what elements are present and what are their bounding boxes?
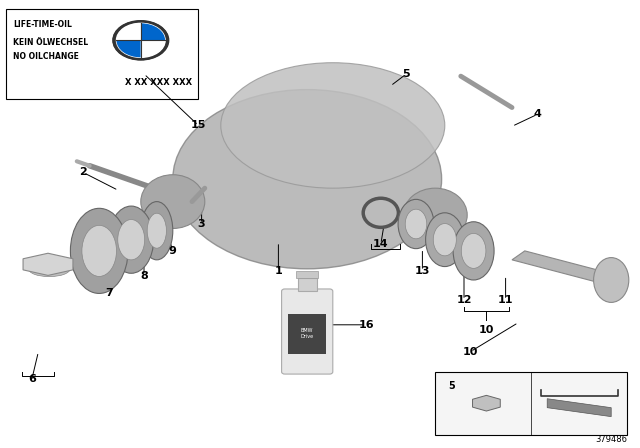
Polygon shape [472, 396, 500, 411]
Text: 7: 7 [105, 289, 113, 298]
Ellipse shape [426, 213, 464, 267]
Ellipse shape [70, 208, 128, 293]
Ellipse shape [461, 233, 486, 268]
Text: BMW
Drive: BMW Drive [301, 328, 314, 339]
Ellipse shape [433, 224, 456, 256]
Wedge shape [116, 23, 141, 40]
Text: 11: 11 [498, 295, 513, 305]
Ellipse shape [118, 220, 145, 260]
Text: 6: 6 [28, 374, 36, 383]
Polygon shape [23, 253, 73, 276]
Text: 13: 13 [415, 266, 430, 276]
Ellipse shape [453, 222, 494, 280]
Text: 12: 12 [456, 295, 472, 305]
Text: 8: 8 [140, 271, 148, 280]
Bar [296, 271, 318, 278]
Text: 15: 15 [191, 121, 206, 130]
Ellipse shape [82, 225, 116, 276]
Ellipse shape [173, 90, 442, 269]
Text: LIFE-TIME-OIL: LIFE-TIME-OIL [13, 20, 72, 29]
Ellipse shape [141, 202, 173, 260]
Ellipse shape [405, 209, 427, 239]
Text: 379486: 379486 [595, 435, 627, 444]
Bar [435, 372, 627, 435]
Ellipse shape [398, 199, 434, 249]
Text: 4: 4 [534, 109, 541, 119]
Ellipse shape [109, 206, 154, 273]
Text: 10: 10 [479, 325, 494, 335]
FancyBboxPatch shape [6, 9, 198, 99]
Polygon shape [547, 399, 611, 417]
Text: 14: 14 [373, 239, 388, 249]
Text: KEIN ÖLWECHSEL: KEIN ÖLWECHSEL [13, 38, 88, 47]
Ellipse shape [29, 261, 70, 277]
Polygon shape [512, 251, 627, 287]
Ellipse shape [221, 63, 445, 188]
Text: 5: 5 [403, 69, 410, 79]
Wedge shape [141, 23, 165, 40]
Bar [298, 278, 317, 291]
Text: 3: 3 [198, 219, 205, 229]
Text: X XX XXX XXX: X XX XXX XXX [125, 78, 192, 87]
Ellipse shape [403, 188, 467, 242]
Circle shape [116, 23, 165, 57]
Text: 1: 1 [275, 266, 282, 276]
Text: 2: 2 [79, 168, 87, 177]
Text: 9: 9 [169, 246, 177, 256]
Wedge shape [141, 40, 165, 57]
Text: 5: 5 [448, 381, 455, 391]
Bar [288, 314, 326, 354]
Text: 10: 10 [463, 347, 478, 357]
Wedge shape [116, 40, 141, 57]
Ellipse shape [141, 175, 205, 228]
Text: NO OILCHANGE: NO OILCHANGE [13, 52, 79, 60]
FancyBboxPatch shape [282, 289, 333, 374]
Ellipse shape [147, 213, 166, 248]
Ellipse shape [593, 258, 628, 302]
Text: 16: 16 [358, 320, 374, 330]
Circle shape [113, 21, 168, 60]
